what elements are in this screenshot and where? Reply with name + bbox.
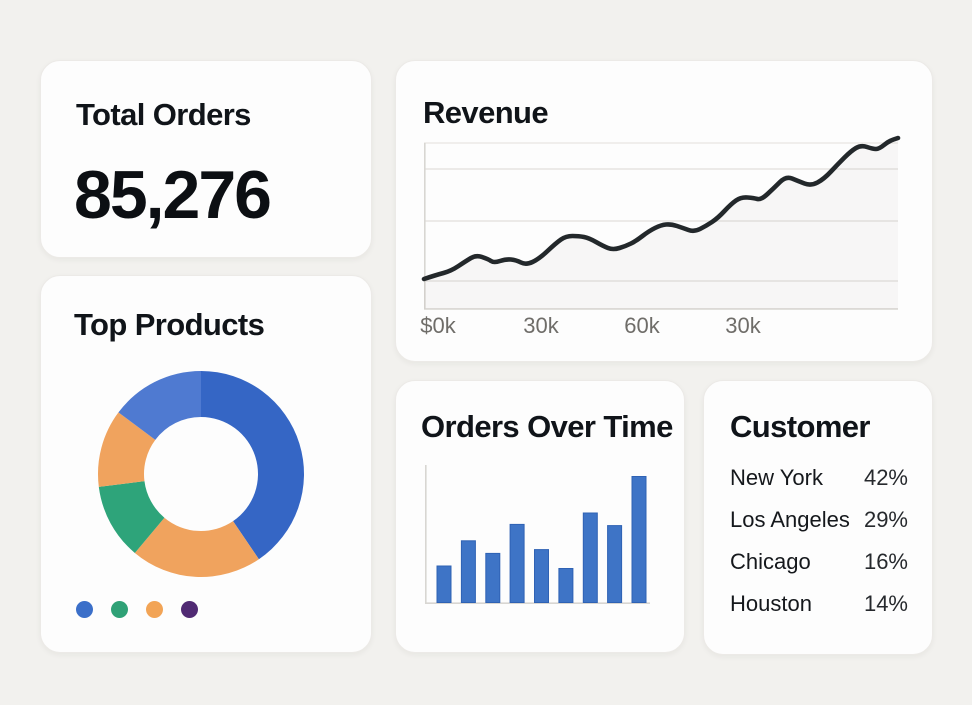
orders-bar [582,512,598,603]
customer-city-label: Los Angeles [730,507,850,532]
revenue-gridlines [424,142,898,282]
donut-slice-blue [201,371,304,560]
customer-percentage: 42% [863,465,908,490]
revenue-axes [424,143,898,310]
customer-row: Chicago 16% [730,541,908,583]
orders-bar [607,525,623,603]
orders-bar [534,549,549,603]
revenue-card: Revenue $0k 30k 60k 30k [395,60,933,362]
revenue-x-tick: 30k [725,313,761,338]
total-orders-card: Total Orders 85,276 [40,60,372,258]
customer-percentage: 14% [863,591,908,616]
customer-row: Los Angeles 29% [730,499,908,541]
customer-row: New York 42% [730,457,908,499]
revenue-x-tick: $0k [420,313,456,338]
customer-card: Customer New York 42% Los Angeles 29% Chicag… [703,380,933,655]
donut-slice-green [98,481,165,553]
orders-bar [460,540,476,604]
top-products-legend [76,601,198,618]
customer-percentage: 29% [863,507,908,532]
donut-slice-light-blue [118,371,201,440]
legend-dot[interactable] [76,601,93,618]
orders-over-time-title: Orders Over Time [421,409,673,444]
customer-city-label: New York [730,465,823,490]
orders-bar [631,476,647,603]
revenue-line [421,135,901,282]
orders-bar [485,552,501,603]
legend-dot[interactable] [181,601,198,618]
total-orders-value: 85,276 [74,157,272,233]
revenue-x-tick: 60k [624,313,660,338]
customer-city-label: Chicago [730,549,811,574]
customer-title: Customer [730,409,871,444]
top-products-donut-chart [98,371,304,577]
orders-bar [436,565,452,603]
orders-axes [425,465,650,604]
customer-percentage: 16% [863,549,908,574]
legend-dot[interactable] [146,601,163,618]
top-products-title: Top Products [74,307,265,342]
orders-bar-chart [425,465,650,604]
orders-bar [509,523,525,603]
top-products-card: Top Products [40,275,372,653]
customer-city-label: Houston [730,591,812,616]
total-orders-title: Total Orders [76,97,251,132]
orders-over-time-card: Orders Over Time [395,380,685,653]
revenue-line-chart [421,135,901,310]
revenue-area-fill [424,138,898,309]
orders-bars [436,476,647,604]
customer-list: New York 42% Los Angeles 29% Chicago 16% Houst… [730,457,908,625]
donut-slice-orange-1 [134,517,259,577]
orders-bar [558,568,574,603]
legend-dot[interactable] [111,601,128,618]
customer-row: Houston 14% [730,583,908,625]
revenue-title: Revenue [423,95,549,130]
revenue-x-axis: $0k 30k 60k 30k [396,315,932,345]
donut-slice-orange-2 [98,412,156,487]
revenue-x-tick: 30k [523,313,559,338]
